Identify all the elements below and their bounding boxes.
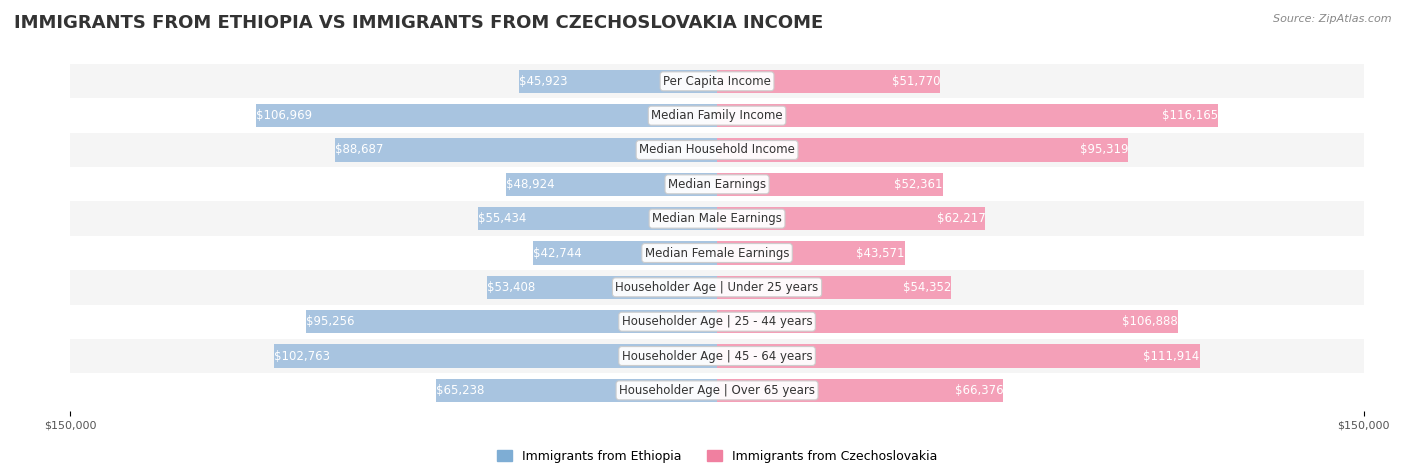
Bar (519, 70, 717, 93)
Bar (70, 339, 1364, 373)
Text: $52,361: $52,361 (894, 178, 943, 191)
Text: Per Capita Income: Per Capita Income (664, 75, 770, 88)
Bar (70, 304, 1364, 339)
Bar (70, 373, 1364, 408)
Bar (717, 207, 986, 230)
Text: $111,914: $111,914 (1143, 349, 1199, 362)
Text: $53,408: $53,408 (486, 281, 536, 294)
Text: Householder Age | Under 25 years: Householder Age | Under 25 years (616, 281, 818, 294)
Bar (478, 207, 717, 230)
Bar (70, 99, 1364, 133)
Bar (274, 344, 717, 368)
Text: $51,770: $51,770 (891, 75, 941, 88)
Bar (70, 64, 1364, 99)
Text: $106,969: $106,969 (256, 109, 312, 122)
Text: Median Male Earnings: Median Male Earnings (652, 212, 782, 225)
Bar (717, 276, 952, 299)
Bar (717, 379, 1004, 402)
Text: Source: ZipAtlas.com: Source: ZipAtlas.com (1274, 14, 1392, 24)
Bar (506, 173, 717, 196)
Text: $62,217: $62,217 (936, 212, 986, 225)
Bar (533, 241, 717, 265)
Bar (70, 167, 1364, 201)
Bar (335, 138, 717, 162)
Text: $65,238: $65,238 (436, 384, 484, 397)
Text: $116,165: $116,165 (1161, 109, 1218, 122)
Bar (717, 310, 1178, 333)
Bar (307, 310, 717, 333)
Bar (717, 344, 1199, 368)
Text: $42,744: $42,744 (533, 247, 582, 260)
Text: Median Family Income: Median Family Income (651, 109, 783, 122)
Text: Median Female Earnings: Median Female Earnings (645, 247, 789, 260)
Bar (717, 241, 905, 265)
Text: $88,687: $88,687 (335, 143, 382, 156)
Bar (717, 70, 941, 93)
Text: $95,256: $95,256 (307, 315, 354, 328)
Bar (486, 276, 717, 299)
Text: Householder Age | 45 - 64 years: Householder Age | 45 - 64 years (621, 349, 813, 362)
Legend: Immigrants from Ethiopia, Immigrants from Czechoslovakia: Immigrants from Ethiopia, Immigrants fro… (492, 445, 942, 467)
Text: $54,352: $54,352 (903, 281, 952, 294)
Text: Householder Age | Over 65 years: Householder Age | Over 65 years (619, 384, 815, 397)
Bar (436, 379, 717, 402)
Text: Median Earnings: Median Earnings (668, 178, 766, 191)
Text: $106,888: $106,888 (1122, 315, 1178, 328)
Bar (70, 133, 1364, 167)
Text: $48,924: $48,924 (506, 178, 555, 191)
Text: $43,571: $43,571 (856, 247, 905, 260)
Text: $45,923: $45,923 (519, 75, 568, 88)
Text: Median Household Income: Median Household Income (640, 143, 794, 156)
Bar (717, 138, 1128, 162)
Text: $95,319: $95,319 (1080, 143, 1128, 156)
Bar (70, 236, 1364, 270)
Bar (256, 104, 717, 127)
Bar (70, 270, 1364, 304)
Text: Householder Age | 25 - 44 years: Householder Age | 25 - 44 years (621, 315, 813, 328)
Bar (70, 201, 1364, 236)
Text: IMMIGRANTS FROM ETHIOPIA VS IMMIGRANTS FROM CZECHOSLOVAKIA INCOME: IMMIGRANTS FROM ETHIOPIA VS IMMIGRANTS F… (14, 14, 824, 32)
Bar (717, 104, 1218, 127)
Text: $66,376: $66,376 (955, 384, 1004, 397)
Text: $102,763: $102,763 (274, 349, 330, 362)
Bar (717, 173, 943, 196)
Text: $55,434: $55,434 (478, 212, 526, 225)
